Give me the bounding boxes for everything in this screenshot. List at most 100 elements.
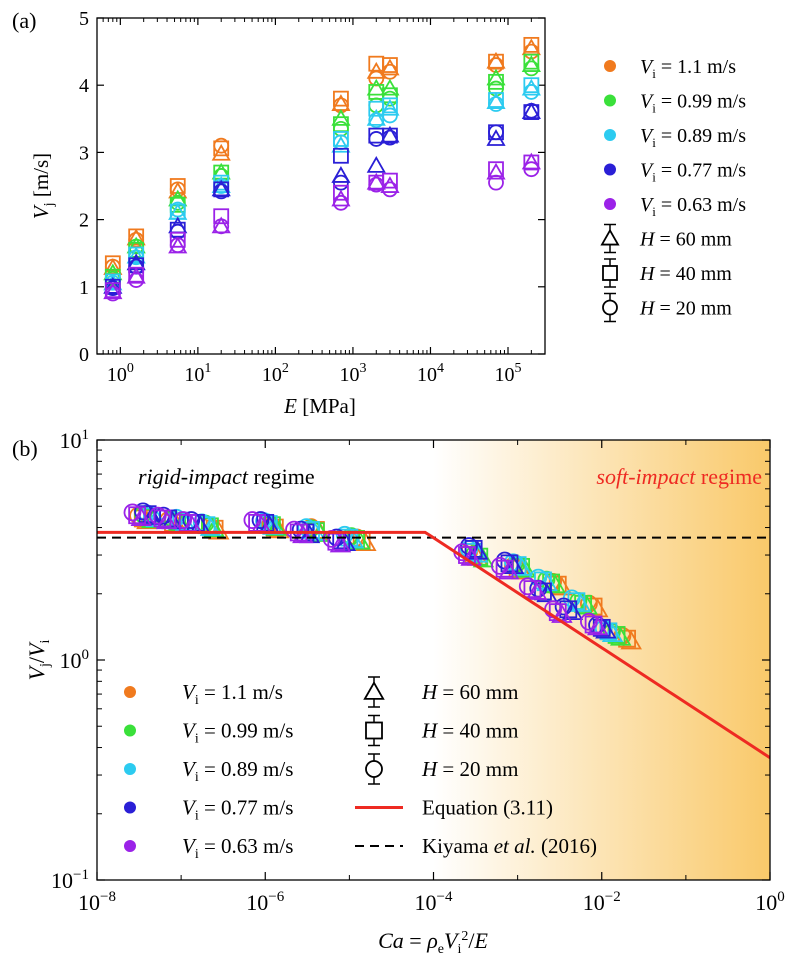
data-point-triangle — [203, 518, 225, 538]
legend-marker-circle — [602, 299, 618, 316]
data-point-circle — [251, 511, 270, 529]
legend-label: Equation (3.11) — [422, 796, 553, 820]
data-point-triangle — [126, 246, 146, 264]
data-point-circle — [368, 131, 385, 147]
rigid-impact-annotation: rigid-impact regime — [138, 464, 315, 489]
legend-dot-#f07a1e — [604, 60, 616, 72]
panel-b-markers — [123, 502, 642, 650]
data-point-circle — [123, 503, 142, 522]
data-point-circle — [182, 511, 201, 529]
data-point-circle — [213, 137, 230, 154]
data-point-square — [523, 53, 540, 70]
data-point-triangle — [331, 189, 351, 207]
panel-a-markers — [103, 36, 541, 302]
data-point-square — [333, 184, 349, 201]
legend-label: H = 40 mm — [639, 263, 732, 285]
data-point-circle — [174, 511, 193, 529]
data-point-circle — [169, 194, 186, 211]
data-point-triangle — [561, 601, 584, 621]
legend-label: Vi = 1.1 m/s — [640, 56, 736, 81]
data-point-circle — [382, 181, 398, 198]
data-point-triangle — [155, 510, 178, 530]
soft-impact-annotation: soft-impact regime — [596, 464, 762, 489]
legend-marker-triangle — [600, 228, 620, 246]
y-tick-label: 101 — [60, 427, 90, 453]
data-point-triangle — [380, 125, 400, 143]
equation-3-11-line — [97, 530, 770, 760]
x-tick-label: 104 — [417, 361, 444, 386]
data-point-triangle — [292, 524, 314, 544]
data-point-triangle — [380, 98, 400, 116]
data-point-circle — [523, 84, 540, 100]
legend-label: Vi = 0.89 m/s — [640, 125, 746, 150]
panel-a: (a) 0 1 2 3 4 5 100 101 102 103 104 105 E [MPa] Vj … — [12, 8, 746, 418]
x-tick-label: 100 — [755, 889, 785, 915]
data-point-circle — [554, 597, 573, 616]
data-point-triangle — [126, 266, 146, 284]
data-point-circle — [104, 285, 121, 302]
y-tick-label: 0 — [79, 344, 89, 366]
data-point-triangle — [366, 108, 386, 126]
x-tick-label: 101 — [184, 361, 211, 386]
panel-a-legend: Vi = 1.1 m/s Vi = 0.99 m/s Vi = 0.89 m/s Vi… — [600, 56, 746, 323]
legend-label: Vi = 0.77 m/s — [182, 796, 293, 824]
data-point-square — [368, 84, 385, 100]
legend-label: Vi = 0.77 m/s — [640, 160, 746, 185]
legend-dot-#2ccbf0 — [604, 129, 616, 141]
data-point-triangle — [497, 560, 520, 580]
y-tick-label: 1 — [79, 277, 89, 299]
data-point-triangle — [355, 532, 377, 552]
data-point-square — [368, 127, 385, 144]
data-point-circle — [128, 272, 145, 288]
data-point-square — [488, 92, 504, 108]
panel-b-legend: Vi = 1.1 m/s Vi = 0.99 m/s Vi = 0.89 m/s Vi… — [124, 676, 597, 862]
y-tick-label: 5 — [79, 8, 89, 30]
data-point-triangle — [486, 92, 506, 109]
data-point-triangle — [521, 152, 541, 170]
data-point-circle — [333, 194, 349, 211]
panel-b-xlabel: Ca = ρeVi2/E — [378, 928, 488, 957]
data-point-triangle — [334, 532, 357, 552]
y-tick-label: 10−1 — [51, 867, 89, 893]
data-point-circle — [523, 102, 540, 119]
data-point-triangle — [380, 176, 400, 193]
data-point-square — [128, 266, 145, 283]
data-point-circle — [523, 161, 540, 178]
data-point-circle — [368, 112, 385, 129]
data-point-triangle — [126, 228, 146, 246]
data-point-triangle — [502, 555, 525, 575]
data-point-triangle — [551, 576, 573, 596]
data-point-circle — [382, 129, 398, 146]
data-point-triangle — [103, 282, 123, 300]
legend-label: H = 60 mm — [639, 229, 732, 251]
data-point-circle — [243, 511, 262, 529]
x-tick-label: 10−4 — [415, 889, 453, 915]
data-point-triangle — [331, 166, 351, 183]
data-point-triangle — [141, 506, 163, 525]
y-tick-label: 3 — [79, 142, 89, 164]
legend-label: H = 60 mm — [421, 680, 518, 704]
data-point-triangle — [521, 55, 541, 72]
data-point-circle — [523, 60, 540, 77]
data-point-circle — [128, 249, 145, 266]
data-point-square — [523, 154, 540, 171]
data-point-circle — [148, 506, 167, 525]
data-point-circle — [518, 577, 537, 596]
legend-label: Vi = 0.63 m/s — [640, 194, 746, 219]
data-point-circle — [169, 237, 186, 254]
legend-dot-#9b22e8 — [604, 198, 616, 210]
x-tick-label: 10−2 — [583, 889, 621, 915]
panel-b-ylabel: Vj/Vi — [24, 639, 53, 680]
data-point-circle — [488, 174, 504, 191]
data-point-triangle — [126, 236, 146, 254]
data-point-circle — [580, 612, 598, 631]
legend-label: Kiyama et al. (2016) — [422, 834, 597, 858]
data-point-square — [333, 90, 349, 107]
x-tick-label: 102 — [262, 361, 289, 386]
data-point-circle — [488, 124, 504, 141]
data-point-triangle — [486, 68, 506, 86]
data-point-circle — [491, 556, 509, 575]
legend-dot — [124, 840, 136, 852]
panel-b-ticks: 10−8 10−6 10−4 10−2 100 10−1 100 101 — [51, 427, 785, 915]
legend-label: H = 20 mm — [421, 757, 518, 781]
